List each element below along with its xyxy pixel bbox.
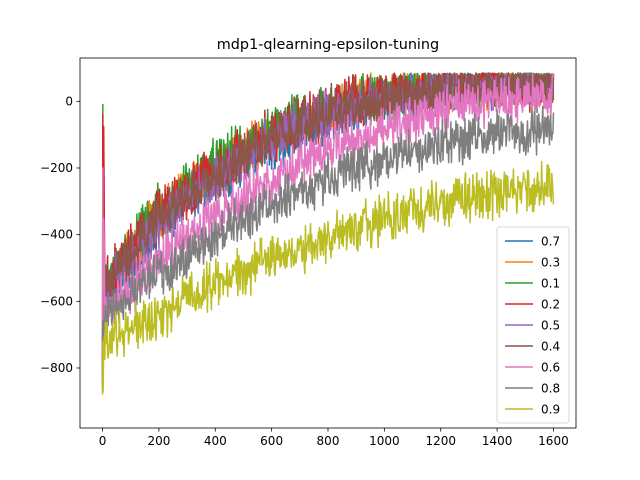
legend: 0.7 0.3 0.1 0.2 0.5 0.4 0.6 0.8 0.9: [496, 226, 570, 424]
x-tick-label: 1400: [482, 434, 513, 448]
legend-label: 0.4: [541, 340, 560, 354]
x-tick-label: 1200: [425, 434, 456, 448]
legend-label: 0.5: [541, 319, 560, 333]
y-tick-label: −800: [40, 361, 73, 375]
legend-label: 0.6: [541, 361, 560, 375]
plot-frame: [79, 57, 577, 429]
legend-label: 0.7: [541, 235, 560, 249]
series-line-0-9: [101, 160, 555, 395]
legend-label: 0.9: [541, 403, 560, 417]
x-tick-label: 200: [147, 434, 170, 448]
legend-label: 0.3: [541, 256, 560, 270]
legend-label: 0.8: [541, 382, 560, 396]
x-tick-label: 800: [317, 434, 340, 448]
y-tick-label: −200: [40, 161, 73, 175]
series-line-0-6: [101, 72, 555, 385]
y-tick-label: 0: [65, 94, 73, 108]
chart-title: mdp1-qlearning-epsilon-tuning: [217, 37, 439, 53]
series-line-0-8: [101, 105, 555, 389]
legend-label: 0.1: [541, 277, 560, 291]
legend-label: 0.2: [541, 298, 560, 312]
series-layer: [101, 72, 555, 395]
series-line-0-4: [101, 72, 555, 378]
x-tick-label: 600: [260, 434, 283, 448]
x-tick-label: 0: [99, 434, 107, 448]
y-tick-label: −400: [40, 228, 73, 242]
x-tick-label: 1600: [538, 434, 569, 448]
x-tick-label: 400: [204, 434, 227, 448]
y-tick-label: −600: [40, 294, 73, 308]
x-tick-label: 1000: [369, 434, 400, 448]
axes-layer: 0 200 400 600 800 1000 1200 1400 1600 −800 −600 −40…: [40, 94, 569, 448]
